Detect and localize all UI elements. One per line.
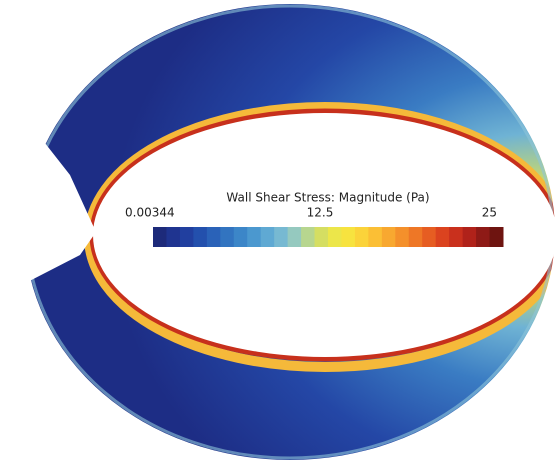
colorbar-segment xyxy=(261,227,275,247)
colorbar-tick-label: 0.00344 xyxy=(125,206,175,220)
colorbar-tick-label: 12.5 xyxy=(307,206,334,220)
colorbar-segment xyxy=(341,227,355,247)
colorbar-segment xyxy=(315,227,329,247)
colorbar-segment xyxy=(490,227,504,247)
colorbar-tick-label: 25 xyxy=(482,206,497,220)
colorbar-segment xyxy=(153,227,167,247)
colorbar-segment xyxy=(220,227,234,247)
colorbar-segment xyxy=(436,227,450,247)
colorbar-segment xyxy=(409,227,423,247)
colorbar-segment xyxy=(234,227,248,247)
colorbar-segment xyxy=(301,227,315,247)
colorbar-segment xyxy=(328,227,342,247)
colorbar-segment xyxy=(288,227,302,247)
colorbar-segment xyxy=(368,227,382,247)
colorbar-segment xyxy=(207,227,221,247)
colorbar-segment xyxy=(463,227,477,247)
colorbar-segment xyxy=(247,227,261,247)
colorbar-segment xyxy=(449,227,463,247)
colorbar-title: Wall Shear Stress: Magnitude (Pa) xyxy=(226,191,429,205)
colorbar-segment xyxy=(395,227,409,247)
colorbar-segment xyxy=(180,227,194,247)
colorbar-segment xyxy=(382,227,396,247)
colorbar-segment xyxy=(476,227,490,247)
colorbar-segment xyxy=(193,227,207,247)
colorbar-segment xyxy=(166,227,180,247)
colorbar-segment xyxy=(355,227,369,247)
colorbar-segment xyxy=(274,227,288,247)
visualization: Wall Shear Stress: Magnitude (Pa) 0.0034… xyxy=(0,0,560,461)
colorbar-segment xyxy=(422,227,436,247)
page: Wall Shear Stress: Magnitude (Pa) 0.0034… xyxy=(0,0,560,461)
